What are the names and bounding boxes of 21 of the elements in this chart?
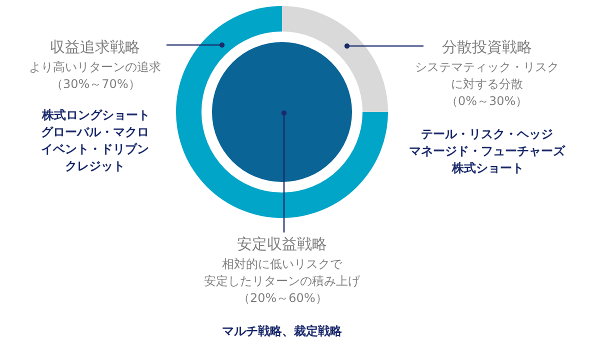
text: マネージド・フューチャーズ: [409, 144, 566, 158]
text: グローバル・マクロ: [41, 125, 149, 139]
text: イベント・ドリブン: [41, 142, 149, 156]
slice-label: 分散投資戦略: [442, 38, 532, 56]
text: クレジット: [65, 159, 125, 173]
text: マルチ戦略、裁定戦略: [222, 324, 343, 338]
text: 相対的に低いリスクで: [222, 257, 343, 271]
text: より高いリターンの追求: [29, 60, 161, 74]
slice-label: 収益追求戦略: [50, 38, 140, 56]
text: テール・リスク・ヘッジ: [421, 127, 553, 141]
slice-label: 安定収益戦略: [237, 235, 327, 253]
donut-slice: [282, 6, 388, 112]
donut-slice: [176, 6, 388, 218]
text: 株式ショート: [451, 161, 524, 175]
text: システマティック・リスク: [415, 60, 559, 74]
text: 安定したリターンの積み上げ: [204, 274, 361, 288]
text: （30%～70%）: [51, 77, 140, 91]
text: 株式ロングショート: [41, 108, 150, 122]
text: （20%～60%）: [238, 291, 328, 305]
text: に対する分散: [451, 77, 523, 91]
text: （0%～30%）: [446, 94, 528, 108]
